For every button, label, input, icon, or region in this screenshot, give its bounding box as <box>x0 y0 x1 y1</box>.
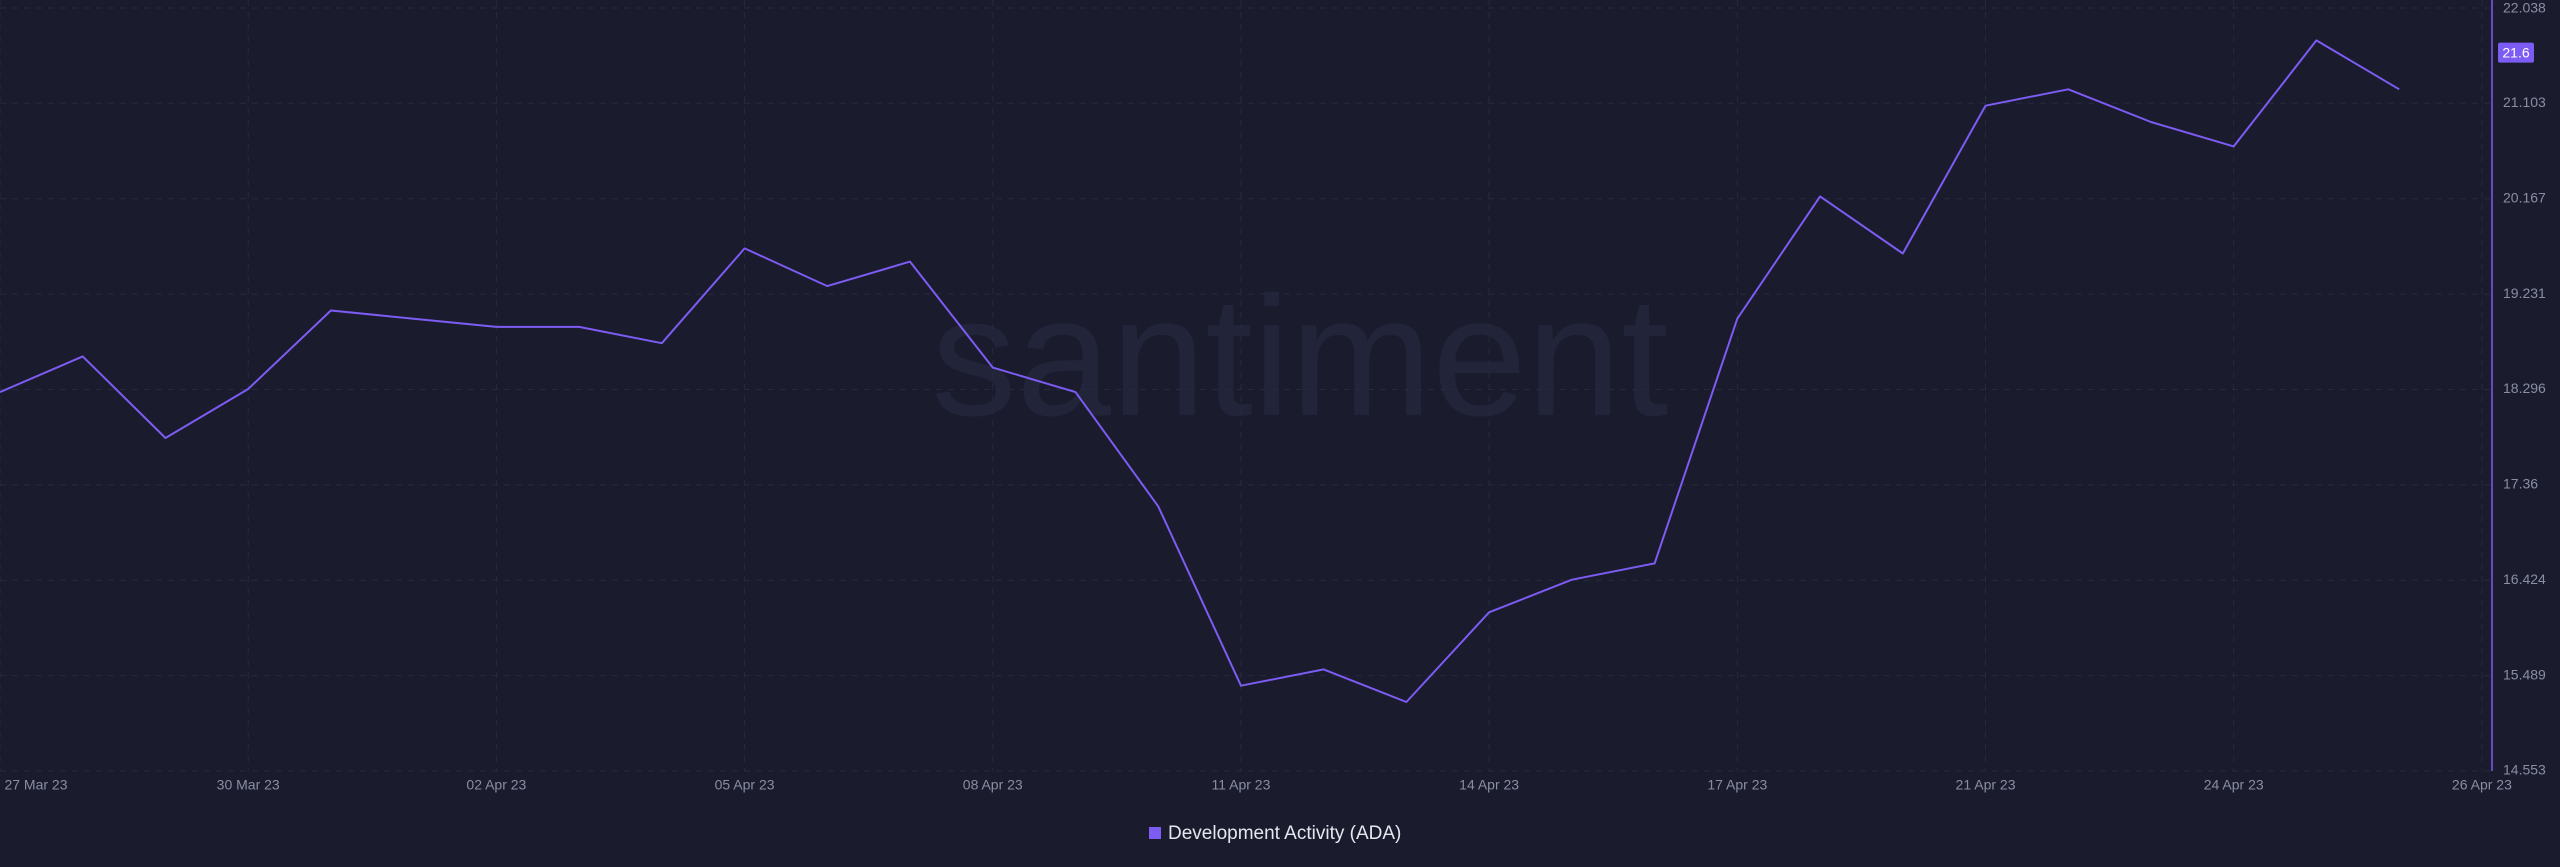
x-tick-label: 14 Apr 23 <box>1459 777 1519 793</box>
x-tick-label: 27 Mar 23 <box>4 777 67 793</box>
y-tick-label: 19.231 <box>2503 285 2546 301</box>
x-tick-label: 21 Apr 23 <box>1956 777 2016 793</box>
x-tick-label: 02 Apr 23 <box>466 777 526 793</box>
x-tick-label: 08 Apr 23 <box>963 777 1023 793</box>
y-tick-label: 20.167 <box>2503 189 2546 205</box>
x-tick-label: 30 Mar 23 <box>217 777 280 793</box>
x-tick-label: 05 Apr 23 <box>715 777 775 793</box>
current-value-label: 21.6 <box>2502 44 2529 60</box>
y-tick-label: 22.038 <box>2503 0 2546 16</box>
watermark: santiment <box>931 262 1668 452</box>
x-tick-label: 24 Apr 23 <box>2204 777 2264 793</box>
y-tick-label: 17.36 <box>2503 476 2538 492</box>
y-tick-label: 15.489 <box>2503 666 2546 682</box>
y-tick-label: 16.424 <box>2503 571 2546 587</box>
data-line <box>0 39 2400 703</box>
y-tick-label: 18.296 <box>2503 380 2546 396</box>
y-tick-label: 14.553 <box>2503 762 2546 778</box>
x-tick-label: 17 Apr 23 <box>1707 777 1767 793</box>
x-tick-label: 11 Apr 23 <box>1211 777 1270 793</box>
y-tick-label: 21.103 <box>2503 94 2546 110</box>
x-tick-label: 26 Apr 23 <box>2452 777 2512 793</box>
current-value-box <box>2498 42 2534 63</box>
legend-swatch <box>1149 827 1161 839</box>
legend-label: Development Activity (ADA) <box>1168 823 1401 844</box>
